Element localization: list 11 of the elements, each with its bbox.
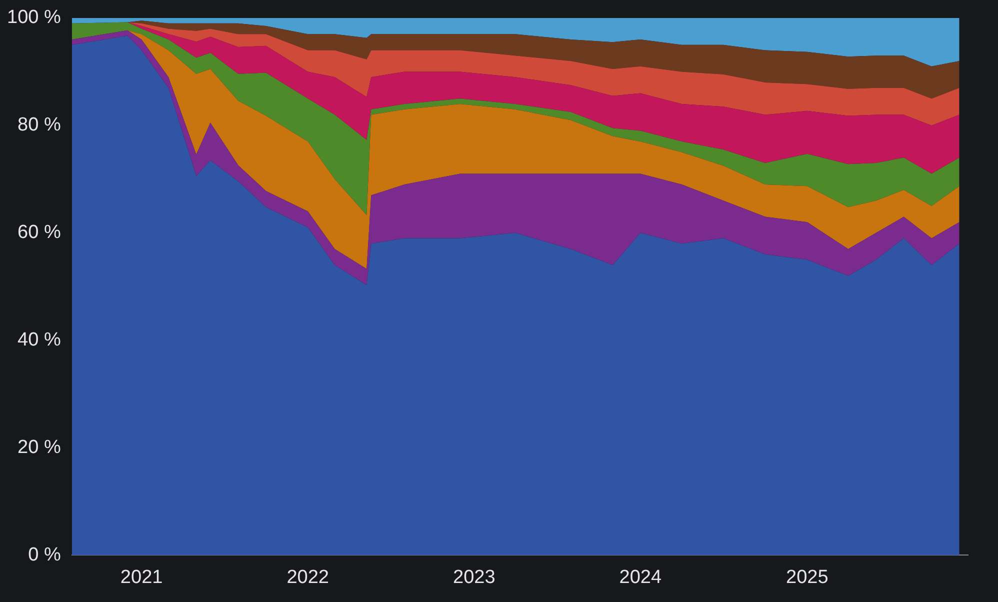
y-tick-label: 40 % — [18, 330, 61, 351]
x-tick-label: 2023 — [453, 566, 496, 588]
y-tick-label: 100 % — [7, 7, 61, 28]
y-tick-label: 80 % — [18, 114, 61, 136]
y-tick-label: 20 % — [18, 436, 61, 458]
x-tick-label: 2021 — [120, 566, 163, 588]
y-tick-label: 0 % — [28, 544, 61, 566]
y-tick-label: 60 % — [18, 222, 61, 244]
x-tick-label: 2024 — [619, 566, 662, 588]
x-tick-label: 2025 — [786, 566, 828, 588]
x-tick-label: 2022 — [286, 566, 330, 588]
